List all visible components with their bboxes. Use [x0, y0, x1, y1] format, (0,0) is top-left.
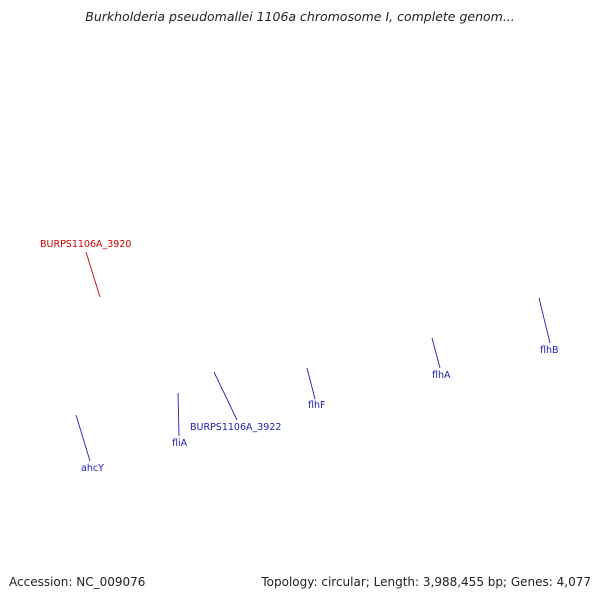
gene-label-burps1106a-3920: BURPS1106A_3920 — [40, 239, 131, 250]
gene-label-burps1106a-3922: BURPS1106A_3922 — [190, 422, 281, 433]
gene-label-ahcy: ahcY — [81, 463, 104, 474]
accession-text: Accession: NC_009076 — [9, 575, 146, 589]
gene-label-flhf: flhF — [308, 400, 325, 411]
annotation-labels: 3825 kbp3826 kbp3827 kbp3828 kbp3829 kbp… — [40, 239, 559, 474]
gene-label-flhb: flhB — [540, 345, 559, 356]
gene-label-flia: fliA — [172, 438, 188, 449]
gene-label-flha-leader — [431, 337, 441, 369]
gene-label-ahcy-leader — [75, 414, 91, 462]
gene-label-burps1106a-3922-leader — [213, 371, 238, 421]
map-title: Burkholderia pseudomallei 1106a chromoso… — [85, 9, 515, 24]
gene-label-flha: flhA — [432, 370, 451, 381]
gene-label-flhf-leader — [306, 367, 316, 400]
gene-label-flia-leader — [177, 392, 180, 437]
gene-label-burps1106a-3920-leader — [85, 251, 101, 298]
genome-stats-text: Topology: circular; Length: 3,988,455 bp… — [261, 575, 591, 589]
gene-label-flhb-leader — [538, 297, 551, 344]
